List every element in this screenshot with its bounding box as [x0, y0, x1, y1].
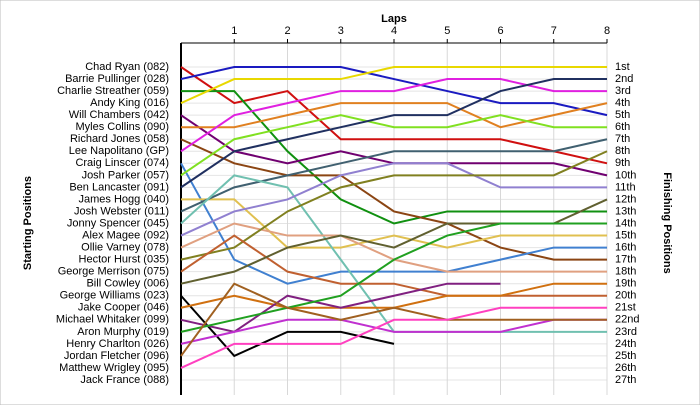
start-label: Matthew Wrigley (095): [59, 362, 169, 374]
finish-label: 4th: [615, 97, 630, 109]
position-line: [181, 102, 608, 129]
finish-label: 24th: [615, 338, 636, 350]
start-label: Bill Cowley (006): [86, 278, 169, 290]
start-label: James Hogg (040): [79, 193, 170, 205]
x-tick-label: 3: [338, 25, 344, 37]
start-label: Charlie Streather (059): [57, 85, 169, 97]
start-label: Ollie Varney (078): [81, 241, 169, 253]
position-line: [180, 66, 607, 105]
finish-label: 7th: [615, 133, 630, 145]
y2-axis-title: Finishing Positions: [661, 172, 673, 273]
x-tick-label: 4: [391, 25, 397, 37]
finish-label: 19th: [615, 278, 636, 290]
start-label: Craig Linscer (074): [75, 157, 169, 169]
start-label: Jake Cooper (046): [78, 302, 169, 314]
x-tick-label: 6: [497, 25, 503, 37]
finish-label: 26th: [615, 362, 636, 374]
start-label: Hector Hurst (035): [79, 254, 169, 266]
start-label: Richard Jones (058): [70, 133, 169, 145]
finish-label: 14th: [615, 217, 636, 229]
finish-label: 8th: [615, 145, 630, 157]
start-label: Barrie Pullinger (028): [65, 73, 169, 85]
position-line: [180, 66, 608, 117]
x-tick-label: 8: [604, 25, 610, 37]
start-label: Andy King (016): [90, 97, 169, 109]
finish-label: 15th: [615, 229, 636, 241]
position-line: [180, 162, 607, 285]
x-tick-label: 1: [231, 25, 237, 37]
start-label: Jonny Spencer (045): [67, 217, 169, 229]
position-line: [180, 222, 607, 333]
x-tick-label: 7: [551, 25, 557, 37]
finish-label: 10th: [615, 169, 636, 181]
start-label: Will Chambers (042): [69, 109, 169, 121]
y-axis-title: Starting Positions: [22, 176, 34, 270]
position-line: [180, 78, 607, 153]
finish-label: 2nd: [615, 73, 633, 85]
start-label: Josh Webster (011): [74, 205, 169, 217]
finish-label: 11th: [615, 181, 636, 193]
start-label: Josh Parker (057): [82, 169, 169, 181]
finish-label: 20th: [615, 290, 636, 302]
finish-label: 22nd: [615, 314, 639, 326]
finish-label: 17th: [615, 254, 636, 266]
position-line: [180, 138, 608, 213]
position-line: [180, 150, 608, 261]
position-line: [180, 78, 607, 189]
x-axis-title: Laps: [381, 13, 407, 25]
start-label: Ben Lancaster (091): [69, 181, 169, 193]
finish-label: 23rd: [615, 326, 637, 338]
finish-label: 9th: [615, 157, 630, 169]
position-line: [180, 114, 607, 177]
x-tick-label: 5: [444, 25, 450, 37]
position-line: [180, 306, 607, 369]
finish-label: 13th: [615, 205, 636, 217]
finish-label: 27th: [615, 374, 636, 386]
finish-label: 6th: [615, 121, 630, 133]
position-line: [180, 138, 607, 261]
start-label: Henry Charlton (026): [66, 338, 169, 350]
position-line: [180, 234, 607, 297]
start-label: Lee Napolitano (GP): [69, 145, 169, 157]
start-label: Jordan Fletcher (096): [64, 350, 169, 362]
start-label: Myles Collins (090): [75, 121, 169, 133]
finish-label: 3rd: [615, 85, 631, 97]
x-tick-label: 2: [284, 25, 290, 37]
position-line: [180, 282, 607, 357]
start-label: Jack France (088): [80, 374, 169, 386]
finish-label: 16th: [615, 241, 636, 253]
start-label: George Merrison (075): [58, 266, 169, 278]
start-label: George Williams (023): [60, 290, 169, 302]
start-label: Chad Ryan (082): [85, 61, 169, 73]
finish-label: 12th: [615, 193, 636, 205]
start-label: Aron Murphy (019): [77, 326, 169, 338]
position-line: [181, 198, 607, 249]
finish-label: 25th: [615, 350, 636, 362]
start-label: Alex Magee (092): [82, 229, 169, 241]
position-line: [180, 66, 608, 165]
finish-label: 5th: [615, 109, 630, 121]
position-line: [180, 162, 607, 237]
position-line: [180, 318, 607, 345]
finish-label: 1st: [615, 61, 630, 73]
finish-label: 18th: [615, 266, 636, 278]
finish-label: 21st: [615, 302, 636, 314]
start-label: Michael Whitaker (099): [56, 314, 169, 326]
